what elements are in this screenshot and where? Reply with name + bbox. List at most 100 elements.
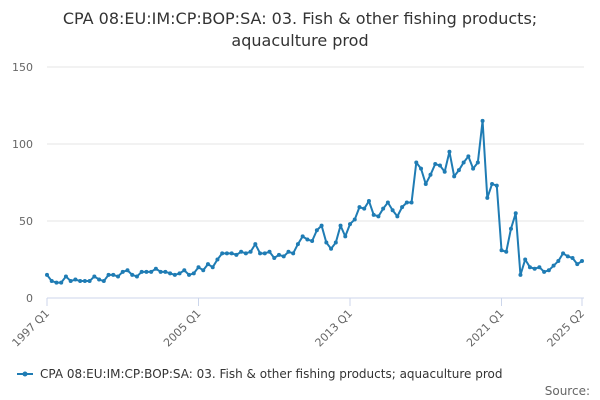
data-point[interactable] — [49, 279, 54, 284]
data-point[interactable] — [343, 234, 348, 239]
data-point[interactable] — [423, 182, 428, 187]
data-point[interactable] — [172, 272, 177, 277]
data-point[interactable] — [215, 257, 220, 262]
data-point[interactable] — [580, 259, 584, 264]
data-point[interactable] — [286, 249, 291, 254]
data-point[interactable] — [499, 248, 504, 253]
data-point[interactable] — [570, 255, 575, 260]
data-point[interactable] — [452, 174, 457, 179]
data-point[interactable] — [92, 274, 97, 279]
data-point[interactable] — [324, 240, 329, 245]
data-point[interactable] — [182, 268, 187, 273]
data-point[interactable] — [404, 200, 409, 205]
data-point[interactable] — [376, 214, 381, 219]
data-point[interactable] — [333, 240, 338, 245]
data-point[interactable] — [329, 246, 334, 251]
data-point[interactable] — [243, 251, 248, 256]
data-point[interactable] — [205, 262, 210, 267]
data-point[interactable] — [78, 279, 83, 284]
data-point[interactable] — [220, 251, 225, 256]
data-point[interactable] — [314, 228, 319, 233]
data-point[interactable] — [381, 206, 386, 211]
data-point[interactable] — [187, 272, 192, 277]
data-point[interactable] — [471, 166, 476, 171]
legend[interactable]: CPA 08:EU:IM:CP:BOP:SA: 03. Fish & other… — [17, 367, 502, 381]
data-point[interactable] — [116, 274, 121, 279]
series-line[interactable] — [46, 119, 583, 284]
data-point[interactable] — [575, 262, 580, 267]
data-point[interactable] — [319, 223, 324, 228]
data-point[interactable] — [537, 265, 542, 270]
data-point[interactable] — [395, 214, 400, 219]
data-point[interactable] — [527, 265, 532, 270]
data-point[interactable] — [210, 265, 215, 270]
data-point[interactable] — [390, 208, 395, 213]
data-point[interactable] — [106, 272, 111, 277]
data-point[interactable] — [253, 242, 258, 247]
data-point[interactable] — [149, 269, 154, 274]
data-point[interactable] — [295, 242, 300, 247]
data-point[interactable] — [366, 198, 371, 203]
data-point[interactable] — [163, 269, 168, 274]
data-point[interactable] — [73, 277, 78, 282]
legend-label[interactable]: CPA 08:EU:IM:CP:BOP:SA: 03. Fish & other… — [40, 367, 502, 381]
data-point[interactable] — [45, 272, 49, 277]
data-point[interactable] — [101, 279, 106, 284]
data-point[interactable] — [385, 200, 390, 205]
data-point[interactable] — [504, 249, 509, 254]
data-point[interactable] — [485, 195, 490, 200]
data-point[interactable] — [508, 226, 513, 231]
data-point[interactable] — [561, 251, 566, 256]
data-point[interactable] — [267, 249, 272, 254]
data-point[interactable] — [177, 271, 182, 276]
data-point[interactable] — [300, 234, 305, 239]
data-point[interactable] — [224, 251, 229, 256]
data-point[interactable] — [144, 269, 149, 274]
data-point[interactable] — [276, 252, 281, 257]
data-point[interactable] — [414, 160, 419, 165]
data-point[interactable] — [305, 237, 310, 242]
data-point[interactable] — [272, 255, 277, 260]
data-point[interactable] — [201, 268, 206, 273]
data-point[interactable] — [357, 205, 362, 210]
data-point[interactable] — [551, 263, 556, 268]
data-point[interactable] — [134, 274, 139, 279]
data-point[interactable] — [196, 265, 201, 270]
data-point[interactable] — [433, 162, 438, 167]
data-point[interactable] — [310, 239, 315, 244]
data-point[interactable] — [447, 149, 452, 154]
data-point[interactable] — [158, 269, 163, 274]
data-point[interactable] — [248, 249, 253, 254]
data-point[interactable] — [466, 154, 471, 159]
data-point[interactable] — [546, 268, 551, 273]
data-point[interactable] — [565, 254, 570, 259]
data-point[interactable] — [59, 280, 64, 285]
data-point[interactable] — [258, 251, 263, 256]
data-point[interactable] — [428, 172, 433, 177]
data-point[interactable] — [281, 254, 286, 259]
data-point[interactable] — [362, 206, 367, 211]
data-point[interactable] — [348, 222, 353, 227]
data-point[interactable] — [371, 212, 376, 217]
data-point[interactable] — [352, 217, 357, 222]
data-point[interactable] — [82, 279, 87, 284]
data-point[interactable] — [409, 200, 414, 205]
data-point[interactable] — [456, 168, 461, 173]
data-point[interactable] — [437, 163, 442, 168]
data-point[interactable] — [229, 251, 234, 256]
data-point[interactable] — [461, 160, 466, 165]
data-point[interactable] — [523, 257, 528, 262]
data-point[interactable] — [130, 272, 135, 277]
data-point[interactable] — [400, 205, 405, 210]
data-point[interactable] — [518, 272, 523, 277]
data-point[interactable] — [54, 280, 59, 285]
data-point[interactable] — [480, 118, 485, 123]
data-point[interactable] — [442, 169, 447, 174]
data-point[interactable] — [490, 182, 495, 187]
data-point[interactable] — [494, 183, 499, 188]
data-point[interactable] — [125, 268, 130, 273]
data-point[interactable] — [513, 211, 518, 216]
data-point[interactable] — [153, 266, 158, 271]
data-point[interactable] — [419, 166, 424, 171]
data-point[interactable] — [63, 274, 68, 279]
